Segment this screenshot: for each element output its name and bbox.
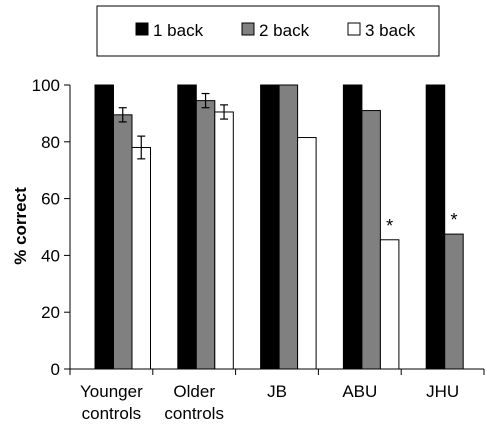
legend: 1 back 2 back 3 back (96, 5, 440, 57)
x-tick-label-1-0: Older (173, 382, 215, 401)
bar-3-back-3 (379, 239, 400, 370)
legend-label-2-back: 2 back (259, 21, 310, 40)
bar-1-back-4 (425, 84, 446, 370)
bar-2-back-0 (113, 114, 133, 370)
bar-1-back-3 (342, 84, 363, 370)
y-tick-label-40: 40 (41, 246, 60, 265)
y-tick-label-60: 60 (41, 190, 60, 209)
legend-swatch-3-back (347, 22, 361, 36)
bar-2-back-4 (444, 233, 464, 370)
significance-asterisk-1: * (450, 210, 457, 230)
y-tick-label-80: 80 (41, 133, 60, 152)
x-tick-label-0-0: Younger (80, 382, 143, 401)
significance-asterisk-0: * (386, 216, 393, 236)
bar-1-back-0 (94, 84, 114, 370)
bar-1-back-2 (260, 84, 280, 370)
y-axis-title: % correct (11, 187, 30, 265)
bar-3-back-1 (214, 111, 234, 370)
y-tick-label-0: 0 (51, 360, 60, 379)
bar-2-back-1 (195, 100, 216, 370)
x-tick-label-3-0: ABU (342, 382, 377, 401)
x-tick-label-2-0: JB (267, 382, 287, 401)
y-tick-label-20: 20 (41, 303, 60, 322)
legend-box (96, 5, 440, 57)
bar-1-back-1 (177, 84, 197, 370)
legend-swatch-1-back (135, 22, 149, 36)
legend-label-1-back: 1 back (153, 21, 204, 40)
bar-2-back-3 (361, 110, 381, 370)
bar-2-back-2 (278, 84, 299, 370)
x-tick-label-1-1: controls (164, 404, 224, 423)
y-tick-label-100: 100 (32, 76, 60, 95)
plot-area: 0 20 40 60 80 100 Younger controls Older controls… (32, 76, 485, 423)
legend-swatch-2-back (241, 22, 255, 36)
x-tick-label-4-0: JHU (426, 382, 459, 401)
legend-label-3-back: 3 back (365, 21, 416, 40)
bar-3-back-2 (297, 137, 317, 370)
x-tick-label-0-1: controls (82, 404, 142, 423)
bar-3-back-0 (131, 146, 151, 370)
